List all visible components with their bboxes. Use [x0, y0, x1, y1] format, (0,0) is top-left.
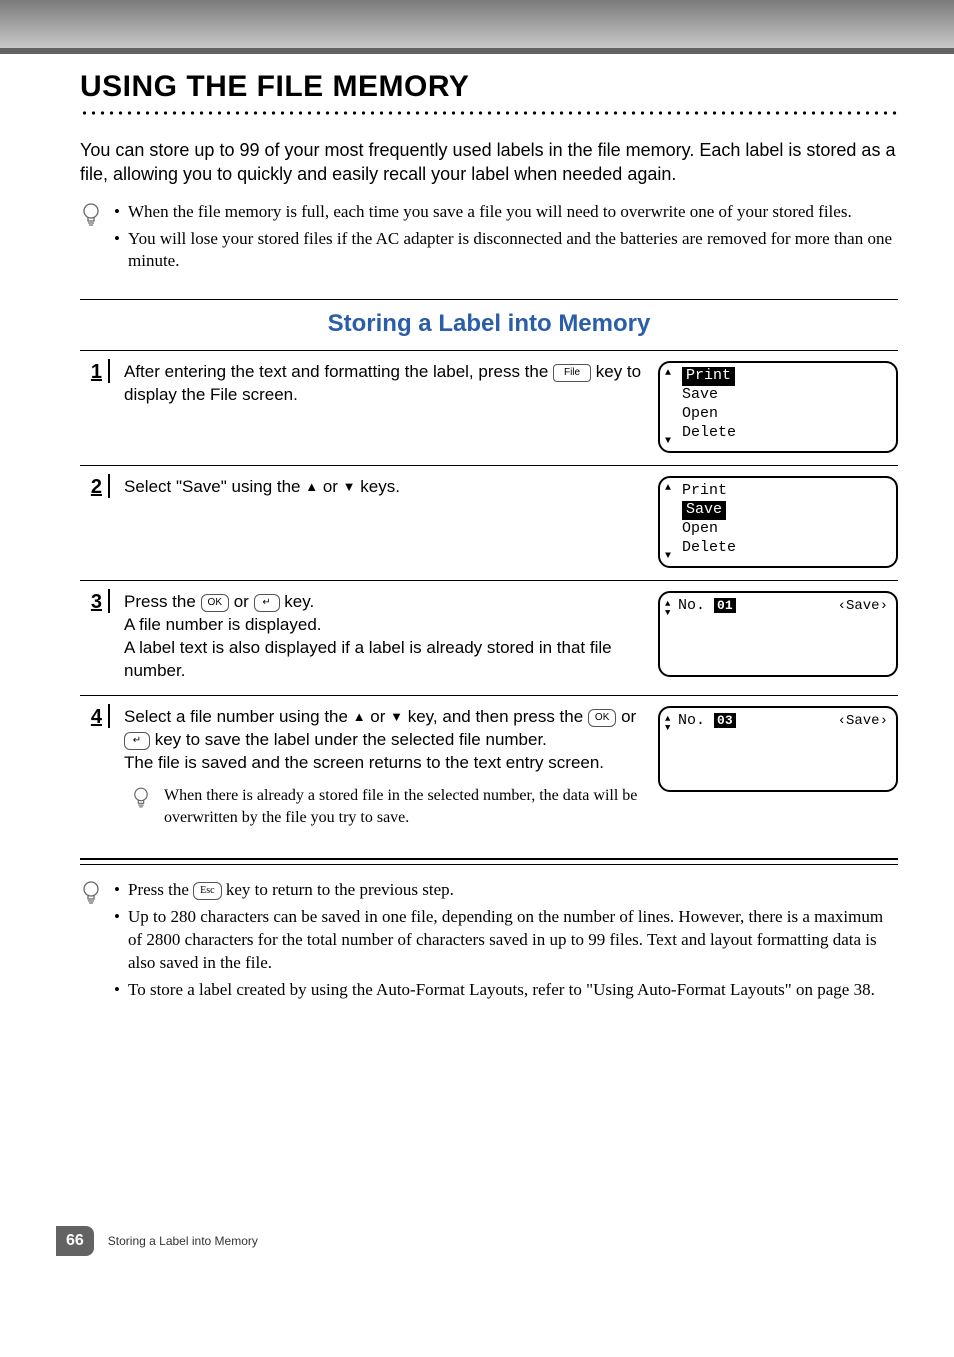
up-triangle-icon: ▲: [305, 478, 318, 496]
lcd-no-label: No.: [678, 597, 705, 614]
lightbulb-icon: [80, 879, 102, 1006]
step-body: Press the OK or ↵ key. A file number is …: [124, 591, 644, 683]
text: or: [318, 477, 343, 496]
text: or: [229, 592, 254, 611]
intro-paragraph: You can store up to 99 of your most freq…: [80, 138, 898, 187]
lcd-item: Print: [680, 482, 888, 501]
enter-key-icon: ↵: [254, 594, 280, 612]
text: keys.: [356, 477, 400, 496]
step-number: 4: [80, 706, 110, 728]
header-band: [0, 0, 954, 48]
lcd-panel: ▲▼ No. 03 ‹Save›: [658, 706, 898, 792]
step-number: 2: [80, 476, 110, 498]
lcd-item-selected: Save: [682, 501, 726, 520]
page-footer: 66 Storing a Label into Memory: [80, 1226, 898, 1256]
lcd-mode: ‹Save›: [838, 713, 888, 731]
section-title: Storing a Label into Memory: [80, 300, 898, 350]
lcd-panel: ▲▼ No. 01 ‹Save›: [658, 591, 898, 677]
footer-text: Storing a Label into Memory: [108, 1234, 258, 1248]
lcd-mode: ‹Save›: [838, 598, 888, 616]
lcd-item-selected: Print: [682, 367, 735, 386]
text: Press the: [128, 880, 193, 899]
text: key.: [280, 592, 315, 611]
text: key to save the label under the selected…: [150, 730, 547, 749]
lcd-no-value: 03: [714, 713, 736, 728]
step-row: 2 Select "Save" using the ▲ or ▼ keys. ▲…: [80, 466, 898, 581]
top-tip-body: When the file memory is full, each time …: [114, 201, 898, 278]
lcd-item: Save: [680, 386, 888, 405]
lcd-panel: ▲ Print Save Open Delete ▼: [658, 476, 898, 568]
text: or: [366, 707, 391, 726]
lcd-no-label: No.: [678, 712, 705, 729]
text: The file is saved and the screen returns…: [124, 753, 604, 772]
lightbulb-icon: [80, 201, 102, 278]
tip-item: You will lose your stored files if the A…: [114, 228, 898, 274]
rule-thick: [80, 858, 898, 860]
lcd-item: Delete: [680, 424, 888, 443]
text: After entering the text and formatting t…: [124, 362, 553, 381]
step-row: 1 After entering the text and formatting…: [80, 351, 898, 466]
text: Press the: [124, 592, 201, 611]
text: Select "Save" using the: [124, 477, 305, 496]
text: key to return to the previous step.: [222, 880, 454, 899]
step-number: 1: [80, 361, 110, 383]
step-row: 4 Select a file number using the ▲ or ▼ …: [80, 696, 898, 840]
step-body: Select "Save" using the ▲ or ▼ keys.: [124, 476, 644, 499]
lcd-item: Open: [680, 405, 888, 424]
text: key, and then press the: [403, 707, 588, 726]
ok-key-icon: OK: [201, 594, 229, 612]
step-body: Select a file number using the ▲ or ▼ ke…: [124, 706, 644, 828]
page-content: USING THE FILE MEMORY You can store up t…: [0, 48, 954, 1286]
lcd-item: Open: [680, 520, 888, 539]
step-row: 3 Press the OK or ↵ key. A file number i…: [80, 581, 898, 696]
tip-item: Up to 280 characters can be saved in one…: [114, 906, 898, 975]
tip-item: When the file memory is full, each time …: [114, 201, 898, 224]
down-triangle-icon: ▼: [343, 478, 356, 496]
rule-thin: [80, 864, 898, 865]
dotted-rule: [80, 110, 898, 116]
page-number: 66: [56, 1226, 94, 1256]
text: Select a file number using the: [124, 707, 353, 726]
sub-tip: When there is already a stored file in t…: [124, 785, 644, 828]
up-triangle-icon: ▲: [353, 708, 366, 726]
esc-key-icon: Esc: [193, 882, 221, 900]
sub-tip-text: When there is already a stored file in t…: [164, 785, 644, 828]
text: or: [616, 707, 636, 726]
lcd-no-value: 01: [714, 598, 736, 613]
lcd-item: Delete: [680, 539, 888, 558]
down-triangle-icon: ▼: [390, 708, 403, 726]
file-key-icon: File: [553, 364, 591, 382]
section-frame: Storing a Label into Memory 1 After ente…: [80, 299, 898, 865]
bottom-tip-block: Press the Esc key to return to the previ…: [80, 879, 898, 1006]
tip-item: Press the Esc key to return to the previ…: [114, 879, 898, 902]
top-tip-block: When the file memory is full, each time …: [80, 201, 898, 278]
chapter-title: USING THE FILE MEMORY: [80, 70, 898, 104]
tip-item: To store a label created by using the Au…: [114, 979, 898, 1002]
step-body: After entering the text and formatting t…: [124, 361, 644, 407]
lcd-panel: ▲ Print Save Open Delete ▼: [658, 361, 898, 453]
text: A file number is displayed. A label text…: [124, 615, 612, 680]
bottom-tip-body: Press the Esc key to return to the previ…: [114, 879, 898, 1006]
enter-key-icon: ↵: [124, 732, 150, 750]
step-number: 3: [80, 591, 110, 613]
ok-key-icon: OK: [588, 709, 616, 727]
lightbulb-icon: [130, 785, 152, 828]
